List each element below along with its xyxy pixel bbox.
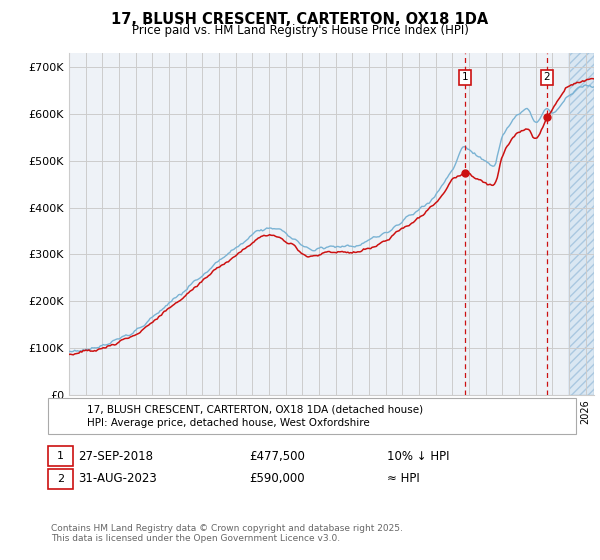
Text: Price paid vs. HM Land Registry's House Price Index (HPI): Price paid vs. HM Land Registry's House … (131, 24, 469, 36)
Text: 1: 1 (461, 72, 468, 82)
Text: 31-AUG-2023: 31-AUG-2023 (78, 472, 157, 486)
Text: Contains HM Land Registry data © Crown copyright and database right 2025.
This d: Contains HM Land Registry data © Crown c… (51, 524, 403, 543)
Text: £477,500: £477,500 (249, 450, 305, 463)
Text: £590,000: £590,000 (249, 472, 305, 486)
Bar (569, 53, 594, 395)
Text: 17, BLUSH CRESCENT, CARTERTON, OX18 1DA (detached house): 17, BLUSH CRESCENT, CARTERTON, OX18 1DA … (87, 404, 423, 414)
Text: 17, BLUSH CRESCENT, CARTERTON, OX18 1DA: 17, BLUSH CRESCENT, CARTERTON, OX18 1DA (112, 12, 488, 27)
Bar (569, 53, 594, 395)
Text: HPI: Average price, detached house, West Oxfordshire: HPI: Average price, detached house, West… (87, 418, 370, 428)
Text: 10% ↓ HPI: 10% ↓ HPI (387, 450, 449, 463)
Text: 2: 2 (57, 474, 64, 484)
Text: 1: 1 (57, 451, 64, 461)
Text: ≈ HPI: ≈ HPI (387, 472, 420, 486)
Text: 27-SEP-2018: 27-SEP-2018 (78, 450, 153, 463)
Text: 2: 2 (544, 72, 550, 82)
